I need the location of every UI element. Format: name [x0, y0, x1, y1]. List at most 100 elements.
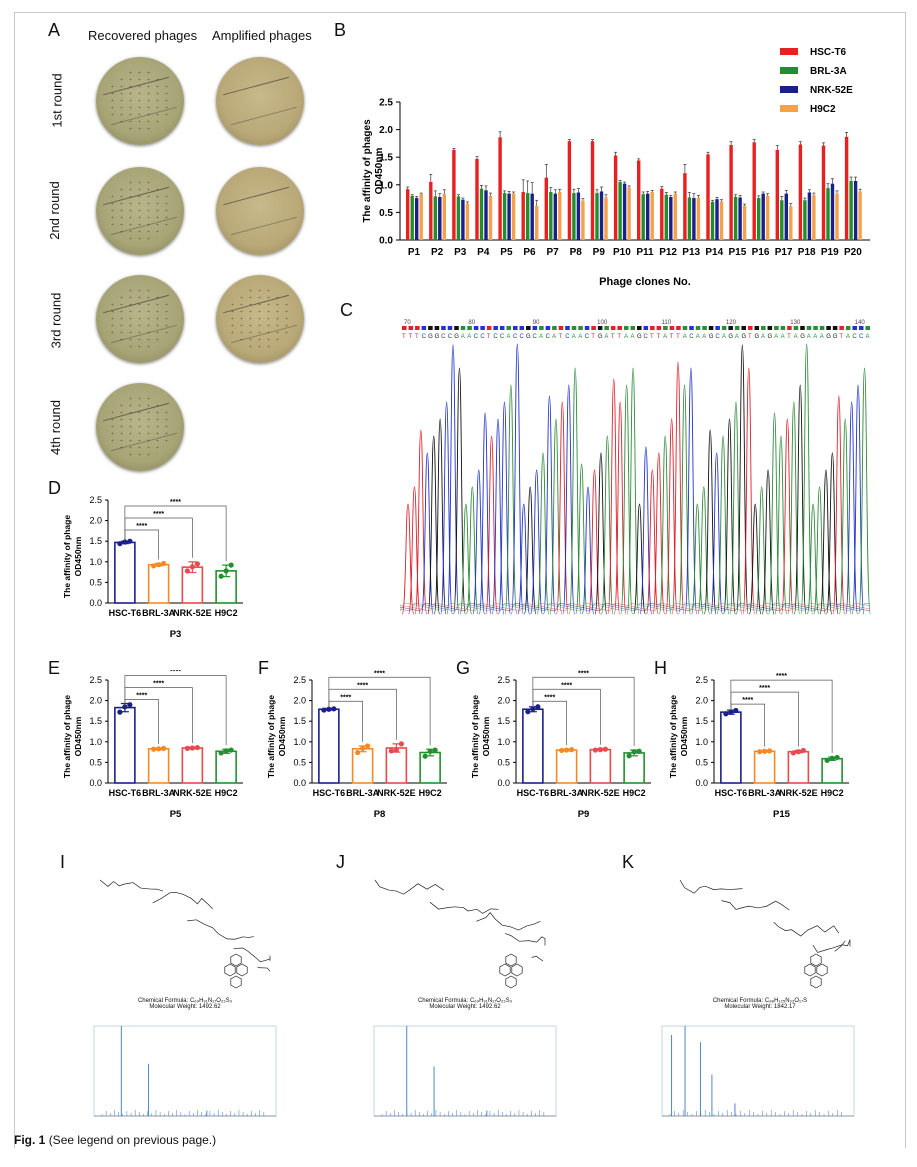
bar — [687, 197, 692, 240]
bar — [114, 541, 136, 604]
base-marker — [486, 326, 492, 330]
base-marker — [584, 326, 590, 330]
x-axis-label: P9 — [578, 809, 590, 820]
base-letter: A — [630, 334, 634, 340]
significance-label: **** — [340, 694, 351, 701]
bar — [385, 747, 408, 784]
base-marker — [434, 326, 440, 330]
base-letter: T — [787, 334, 791, 340]
plate-image — [216, 57, 304, 145]
bar — [595, 193, 599, 240]
base-letter: G — [741, 334, 746, 340]
data-point — [795, 749, 801, 755]
data-point — [218, 573, 224, 579]
data-point — [127, 702, 133, 708]
x-tick-label: H9C2 — [623, 788, 646, 798]
bar — [807, 192, 812, 240]
ruler-number: 140 — [855, 320, 866, 326]
bar — [618, 182, 622, 240]
x-axis-label: P15 — [773, 809, 791, 820]
data-point — [388, 748, 394, 754]
base-letter: T — [670, 334, 674, 340]
bar — [683, 173, 687, 240]
data-point — [122, 704, 128, 710]
spectrum-frame — [373, 1025, 557, 1117]
base-marker — [415, 326, 420, 330]
molecule-structure-k — [679, 879, 851, 989]
bar — [484, 190, 488, 240]
trace-peak — [581, 486, 595, 615]
data-point — [564, 747, 570, 753]
base-marker — [454, 326, 459, 330]
mass-spectrum-k — [661, 1025, 855, 1117]
y-tick-label: 1.5 — [89, 536, 102, 546]
x-tick-label: P16 — [752, 247, 770, 258]
x-tick-label: P2 — [431, 247, 444, 258]
x-tick-label: P13 — [682, 247, 700, 258]
significance-label: **** — [578, 670, 589, 677]
base-letter: A — [506, 334, 510, 340]
base-letter: T — [591, 334, 595, 340]
bar — [544, 177, 548, 240]
base-letter: A — [702, 334, 706, 340]
bar — [535, 205, 539, 240]
bar — [507, 193, 511, 240]
y-axis-label: The affinity of phage — [668, 695, 678, 778]
bar-chart-f: 0.0 0.5 1.0 1.5 2.0 2.5 The affinity of phage O… — [266, 670, 447, 820]
data-point — [800, 747, 806, 754]
x-tick-label: BRL-3A — [142, 788, 175, 798]
data-point — [223, 568, 229, 574]
data-point — [228, 562, 234, 568]
y-tick-label: 0.5 — [379, 208, 393, 219]
trace-peak — [523, 486, 537, 615]
caption-text: (See legend on previous page.) — [48, 1133, 217, 1147]
bar — [181, 747, 204, 784]
y-tick-label: 2.5 — [695, 675, 708, 685]
bar — [456, 196, 461, 240]
trace-peak — [536, 452, 550, 615]
trace-peak — [408, 486, 421, 615]
y-tick-label: 2.5 — [497, 675, 510, 685]
base-letter: A — [781, 334, 785, 340]
base-letter: A — [794, 334, 798, 340]
trace-peak — [697, 486, 711, 615]
data-point — [723, 711, 729, 717]
base-letter: C — [441, 334, 446, 340]
trace-peak — [465, 486, 479, 615]
base-letter: A — [807, 334, 811, 340]
y-tick-label: 1.0 — [379, 180, 393, 191]
bar — [844, 136, 849, 240]
base-letter: A — [604, 334, 608, 340]
ruler-number: 70 — [404, 320, 411, 326]
base-letter: A — [696, 334, 700, 340]
data-point — [636, 748, 642, 754]
bond-lines — [374, 879, 546, 962]
figure-frame — [14, 12, 906, 1148]
x-tick-label: H9C2 — [215, 608, 238, 618]
caption-label: Fig. 1 — [14, 1133, 46, 1147]
x-tick-label: BRL-3A — [550, 788, 583, 798]
base-marker — [774, 326, 779, 330]
bar — [664, 194, 668, 240]
y-tick-label: 2.0 — [89, 696, 102, 706]
x-tick-label: P3 — [454, 247, 467, 258]
weight-k-text: Molecular Weight: 1842.17 — [724, 1004, 796, 1010]
row-label-3rd: 3rd round — [48, 292, 64, 349]
base-marker — [754, 326, 760, 330]
base-letter: C — [715, 334, 720, 340]
base-letter: A — [761, 334, 765, 340]
x-tick-label: P5 — [500, 247, 513, 258]
aromatic-ring — [499, 963, 511, 977]
bar — [479, 188, 484, 240]
data-point — [156, 562, 162, 568]
base-marker — [637, 326, 642, 330]
bar — [549, 191, 553, 240]
bar — [558, 191, 562, 240]
bar — [442, 194, 446, 240]
panel-label-c: C — [340, 300, 353, 320]
weight-j-text: Molecular Weight: 1492.62 — [429, 1004, 501, 1010]
base-marker — [578, 326, 583, 330]
base-letter: A — [735, 334, 739, 340]
x-tick-label: HSC-T6 — [715, 788, 748, 798]
